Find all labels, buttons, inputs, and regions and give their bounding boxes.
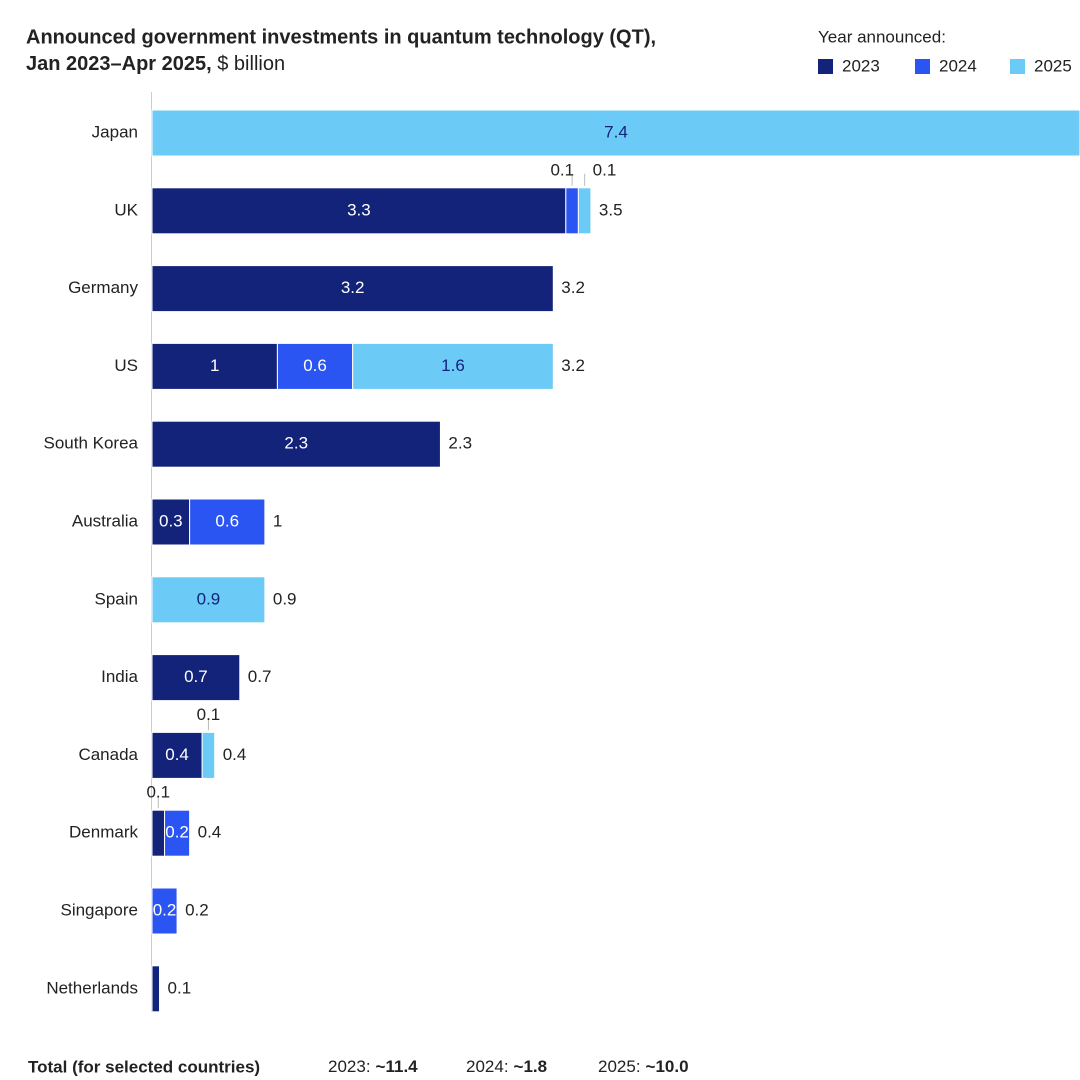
total-label: 3.2 [561, 278, 585, 297]
bar-segment [151, 887, 178, 935]
subtitle-period: Jan 2023–Apr 2025, [26, 53, 212, 75]
total-label: 0.7 [248, 667, 272, 686]
footer-value: ~10.0 [646, 1057, 689, 1076]
category-label: Australia [72, 511, 139, 530]
category-label: Canada [78, 745, 138, 764]
bar-segment [151, 109, 1080, 157]
footer-value: ~11.4 [376, 1057, 419, 1076]
segment-label: 0.2 [153, 900, 177, 919]
total-label: 0.1 [168, 978, 192, 997]
segment-label: 0.6 [303, 356, 327, 375]
legend-swatch [915, 59, 930, 74]
legend-label: 2024 [939, 56, 977, 75]
total-label: 0.9 [273, 589, 297, 608]
segment-label: 1 [210, 356, 219, 375]
segment-label: 0.1 [146, 783, 170, 802]
legend-swatch [818, 59, 833, 74]
bar-segment [352, 342, 554, 390]
total-label: 3.5 [599, 200, 623, 219]
footer-item: 2024: ~1.8 [466, 1057, 547, 1076]
chart-subtitle: Jan 2023–Apr 2025, $ billion [26, 53, 285, 75]
category-label: Germany [68, 278, 138, 297]
category-label: Singapore [60, 900, 138, 919]
segment-label: 0.6 [215, 511, 239, 530]
legend-title: Year announced: [818, 27, 946, 46]
segment-label: 0.1 [550, 160, 574, 179]
category-label: US [114, 356, 138, 375]
bar-segment [189, 498, 266, 546]
bar-segment [151, 576, 266, 624]
bar-segment [201, 731, 216, 779]
subtitle-unit: $ billion [217, 53, 285, 75]
bar-segment [151, 809, 166, 857]
segment-label: 0.1 [593, 160, 617, 179]
bar-segment [151, 187, 567, 235]
legend-swatch [1010, 59, 1025, 74]
segment-label: 7.4 [604, 122, 628, 141]
segment-label: 0.7 [184, 667, 208, 686]
category-label: South Korea [43, 434, 138, 453]
footer-year: 2023: [328, 1057, 371, 1076]
footer-year: 2024: [466, 1057, 509, 1076]
bar-segment [151, 965, 161, 1013]
category-label: UK [114, 200, 138, 219]
bar-segment [151, 265, 554, 313]
segment-label: 3.2 [341, 278, 365, 297]
segment-label: 0.9 [197, 589, 221, 608]
total-label: 0.2 [185, 900, 209, 919]
category-label: Netherlands [46, 978, 138, 997]
footer-value: ~1.8 [514, 1057, 548, 1076]
category-label: India [101, 667, 138, 686]
bar-segment [164, 809, 191, 857]
segment-label: 0.1 [197, 705, 221, 724]
segment-label: 0.4 [165, 745, 189, 764]
bar-segment [151, 420, 441, 468]
category-label: Japan [92, 122, 138, 141]
legend-label: 2023 [842, 56, 880, 75]
segment-label: 0.2 [165, 823, 189, 842]
bar-segment [565, 187, 579, 235]
segment-label: 0.3 [159, 511, 183, 530]
category-label: Denmark [69, 823, 138, 842]
total-label: 0.4 [198, 823, 222, 842]
total-label: 3.2 [561, 356, 585, 375]
bar-segment [151, 731, 203, 779]
category-label: Spain [95, 589, 138, 608]
total-label: 0.4 [223, 745, 247, 764]
footer-year: 2025: [598, 1057, 641, 1076]
bar-segment [577, 187, 592, 235]
bar-segment [151, 654, 241, 702]
segment-label: 3.3 [347, 200, 371, 219]
footer-item: 2023: ~11.4 [328, 1057, 418, 1076]
legend-label: 2025 [1034, 56, 1072, 75]
segment-label: 1.6 [441, 356, 465, 375]
footer-label: Total (for selected countries) [28, 1057, 260, 1076]
segment-label: 2.3 [284, 434, 308, 453]
footer-item: 2025: ~10.0 [598, 1057, 689, 1076]
chart-title: Announced government investments in quan… [26, 26, 656, 48]
total-label: 1 [273, 511, 282, 530]
bar-segment [276, 342, 354, 390]
total-label: 2.3 [448, 434, 472, 453]
bar-segment [151, 342, 278, 390]
